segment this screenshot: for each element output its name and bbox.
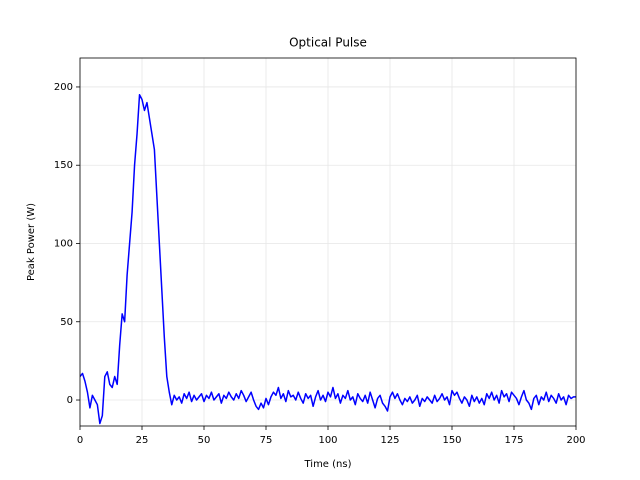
- x-tick-label: 0: [77, 435, 83, 446]
- x-tick-label: 50: [198, 435, 211, 446]
- x-tick-label: 200: [566, 435, 585, 446]
- x-tick-label: 100: [318, 435, 337, 446]
- y-axis-label: Peak Power (W): [26, 203, 37, 281]
- x-tick-label: 125: [380, 435, 399, 446]
- y-tick-label: 100: [54, 238, 73, 249]
- x-axis-label: Time (ns): [303, 459, 351, 470]
- x-tick-label: 25: [136, 435, 149, 446]
- y-tick-label: 200: [54, 82, 73, 93]
- y-tick-label: 150: [54, 160, 73, 171]
- data-line: [80, 94, 576, 425]
- y-tick-label: 0: [67, 395, 73, 406]
- x-tick-label: 175: [504, 435, 523, 446]
- x-tick-label: 150: [442, 435, 461, 446]
- y-tick-label: 50: [60, 317, 73, 328]
- x-tick-label: 75: [260, 435, 273, 446]
- chart-title: Optical Pulse: [289, 36, 367, 50]
- plot-frame: [79, 57, 577, 427]
